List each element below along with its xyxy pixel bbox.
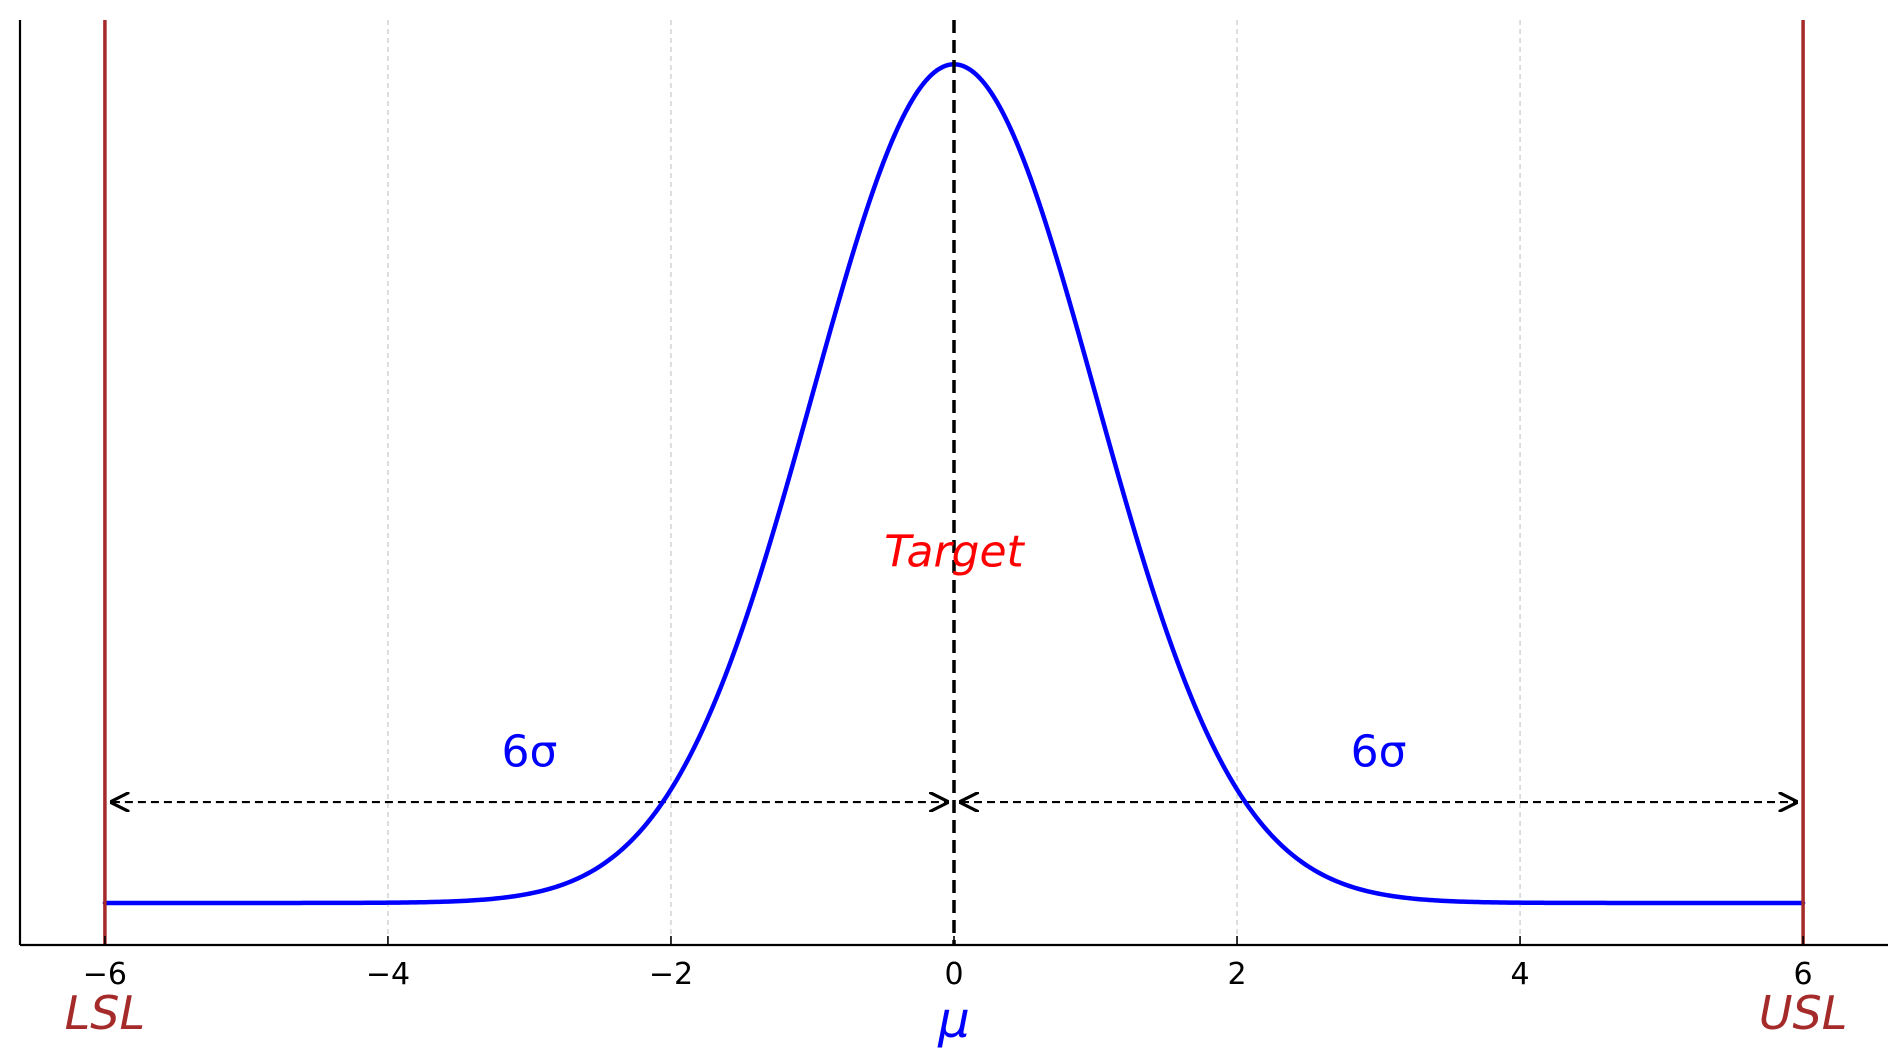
mu-label: μ: [937, 991, 970, 1049]
sigma-span-label: 6σ: [1351, 726, 1407, 777]
x-tick-label: 0: [944, 957, 963, 992]
axes: [18, 20, 1888, 947]
x-tick-label: 2: [1227, 957, 1246, 992]
vertical-lines: [103, 20, 1805, 945]
usl-label: USL: [1759, 986, 1848, 1040]
grid-lines: [387, 20, 1521, 945]
sigma-span-label: 6σ: [502, 726, 558, 777]
x-tick-label: 4: [1511, 957, 1530, 992]
x-tick-label: −6: [83, 957, 127, 992]
x-tick-label: −2: [649, 957, 693, 992]
x-tick-label: 6: [1794, 957, 1813, 992]
x-tick-label: −4: [366, 957, 410, 992]
lsl-label: LSL: [65, 986, 145, 1040]
target-annotation: Target: [884, 527, 1025, 578]
labels: 6σ 6σ −6 −4 −2 0 2 4 6 Target LSL μ USL: [65, 527, 1848, 1049]
